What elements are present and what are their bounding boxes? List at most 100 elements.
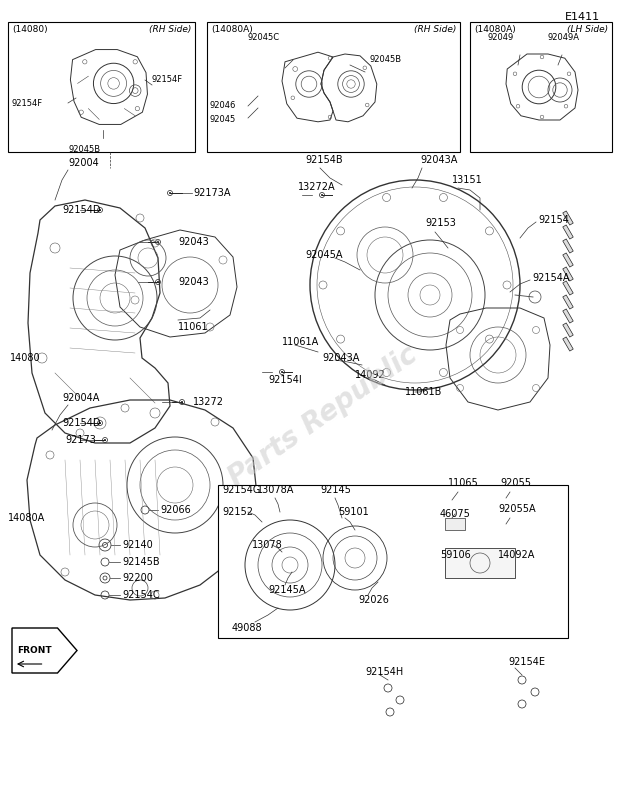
Polygon shape [563, 211, 574, 225]
Text: 49088: 49088 [232, 623, 263, 633]
Text: 13272: 13272 [193, 397, 224, 407]
Polygon shape [563, 309, 574, 323]
Circle shape [156, 279, 161, 285]
Text: Parts Republic: Parts Republic [223, 340, 422, 492]
Circle shape [169, 192, 171, 194]
Text: FRONT: FRONT [17, 646, 52, 655]
Text: 92200: 92200 [122, 573, 153, 583]
Polygon shape [563, 323, 574, 337]
Text: 92173: 92173 [65, 435, 96, 445]
Text: 92049: 92049 [488, 34, 514, 42]
Text: 92043A: 92043A [322, 353, 360, 363]
Text: 92045B: 92045B [370, 55, 402, 65]
Text: 13078: 13078 [252, 540, 283, 550]
Text: 92045A: 92045A [305, 250, 342, 260]
Polygon shape [563, 337, 574, 351]
Circle shape [181, 401, 183, 403]
Circle shape [281, 371, 283, 373]
Circle shape [157, 281, 159, 283]
Circle shape [99, 422, 101, 424]
Text: 92154D: 92154D [62, 418, 100, 428]
Text: 92049A: 92049A [548, 34, 580, 42]
Text: 92045B: 92045B [69, 145, 101, 154]
Circle shape [102, 438, 107, 442]
Text: 92055: 92055 [500, 478, 531, 488]
Polygon shape [563, 267, 574, 281]
Text: 14092: 14092 [355, 370, 386, 380]
Text: 92154: 92154 [538, 215, 569, 225]
Bar [218, 485, 568, 638]
Bar [207, 22, 460, 152]
Bar [8, 22, 195, 152]
Text: 92055A: 92055A [498, 504, 536, 514]
Circle shape [104, 439, 106, 441]
Text: 13151: 13151 [452, 175, 483, 185]
Circle shape [99, 209, 101, 211]
Text: 92154G: 92154G [222, 485, 260, 495]
Circle shape [97, 421, 102, 426]
Circle shape [237, 499, 242, 505]
Text: 92004A: 92004A [62, 393, 99, 403]
Circle shape [167, 190, 172, 195]
Text: 92153: 92153 [425, 218, 456, 228]
Text: 11065: 11065 [448, 478, 479, 488]
Text: 92145: 92145 [320, 485, 351, 495]
Text: 13078A: 13078A [257, 485, 294, 495]
Text: 92154C: 92154C [122, 590, 159, 600]
Text: 11061A: 11061A [282, 337, 319, 347]
Text: (LH Side): (LH Side) [567, 25, 608, 34]
Text: 92154F: 92154F [12, 98, 43, 107]
Text: 92043A: 92043A [420, 155, 458, 165]
Text: 92145A: 92145A [268, 585, 306, 595]
Polygon shape [563, 253, 574, 267]
Polygon shape [563, 281, 574, 295]
Circle shape [321, 194, 323, 196]
Text: 92043: 92043 [178, 237, 209, 247]
Text: 92140: 92140 [122, 540, 153, 550]
Circle shape [239, 501, 241, 503]
Text: 14080A: 14080A [8, 513, 45, 523]
Text: (14080A): (14080A) [211, 25, 253, 34]
Text: 92173A: 92173A [193, 188, 231, 198]
Polygon shape [563, 295, 574, 309]
Bar [445, 518, 465, 530]
Circle shape [280, 370, 285, 374]
Circle shape [157, 241, 159, 243]
Text: 92154B: 92154B [305, 155, 343, 165]
Text: 92154F: 92154F [152, 75, 183, 85]
Text: 92046: 92046 [210, 102, 236, 110]
Text: 46075: 46075 [440, 509, 471, 519]
Polygon shape [563, 225, 574, 239]
Bar [470, 22, 612, 152]
Text: 92154D: 92154D [62, 205, 100, 215]
Text: 59106: 59106 [440, 550, 471, 560]
Text: 92154A: 92154A [532, 273, 570, 283]
Polygon shape [563, 239, 574, 253]
Circle shape [97, 207, 102, 213]
Circle shape [180, 399, 185, 405]
Text: 13272A: 13272A [298, 182, 335, 192]
Text: 92154H: 92154H [365, 667, 403, 677]
Text: (14080A): (14080A) [474, 25, 516, 34]
Text: 92026: 92026 [358, 595, 389, 605]
Text: 92154E: 92154E [508, 657, 545, 667]
Circle shape [319, 193, 324, 198]
Text: 92152: 92152 [222, 507, 253, 517]
Text: 59101: 59101 [338, 507, 369, 517]
Text: 92154I: 92154I [268, 375, 302, 385]
Text: 92145B: 92145B [122, 557, 159, 567]
Text: 14080: 14080 [10, 353, 41, 363]
Text: 92066: 92066 [160, 505, 191, 515]
Text: 92045: 92045 [210, 115, 236, 125]
Text: E1411: E1411 [565, 12, 600, 22]
Circle shape [156, 239, 161, 245]
Text: 92045C: 92045C [247, 34, 279, 42]
Text: (RH Side): (RH Side) [149, 25, 191, 34]
Text: 11061B: 11061B [405, 387, 443, 397]
Text: 92004: 92004 [68, 158, 99, 168]
Text: 92043: 92043 [178, 277, 209, 287]
Text: 14092A: 14092A [498, 550, 536, 560]
Bar [445, 548, 515, 578]
Text: (14080): (14080) [12, 25, 48, 34]
Text: (RH Side): (RH Side) [414, 25, 456, 34]
